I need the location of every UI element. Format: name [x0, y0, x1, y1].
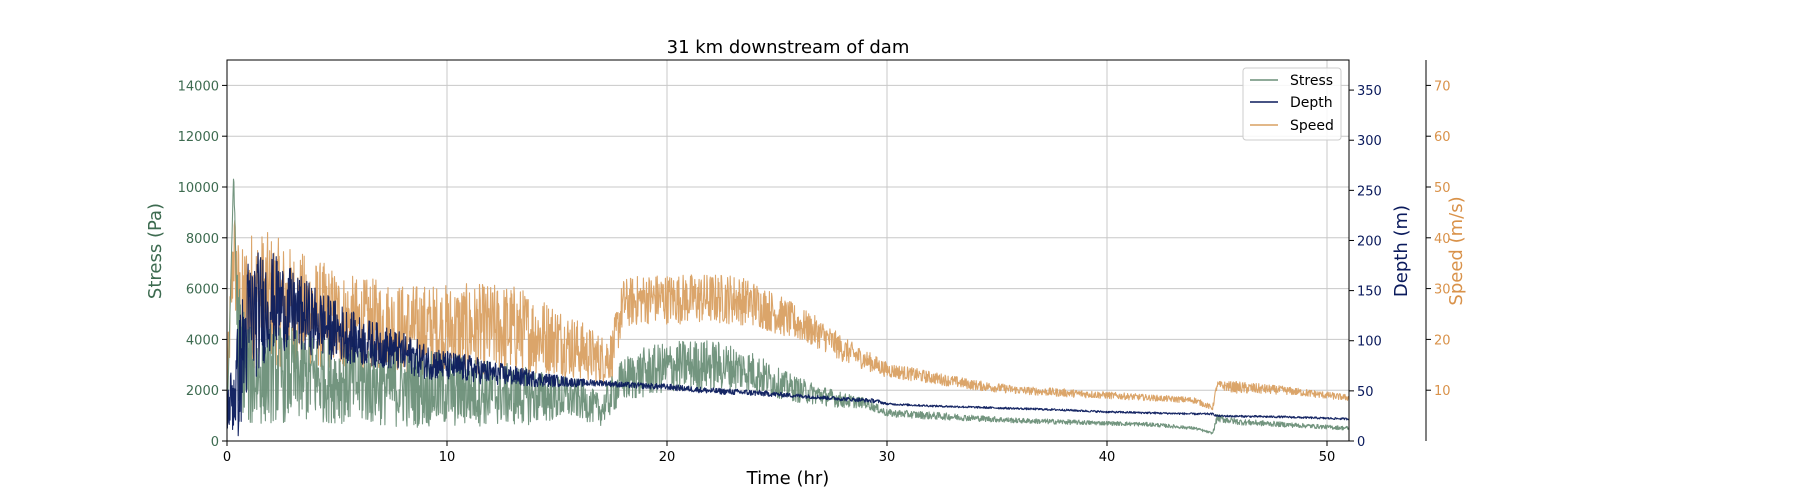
- depth-tick-label: 350: [1357, 84, 1382, 99]
- series-line-speed: [227, 220, 1349, 411]
- speed-tick-label: 70: [1434, 79, 1451, 94]
- legend-label-stress: Stress: [1290, 73, 1333, 89]
- stress-tick-label: 6000: [186, 283, 219, 298]
- stress-tick-label: 0: [211, 435, 219, 450]
- speed-tick-label: 40: [1434, 232, 1451, 247]
- depth-tick-label: 200: [1357, 234, 1382, 249]
- speed-tick-label: 10: [1434, 384, 1451, 399]
- x-tick-label: 30: [879, 450, 896, 465]
- stress-tick-label: 14000: [178, 79, 219, 94]
- depth-tick-label: 250: [1357, 184, 1382, 199]
- y-axis-label-depth: Depth (m): [1391, 205, 1412, 297]
- legend-label-speed: Speed: [1290, 118, 1334, 134]
- x-tick-label: 50: [1319, 450, 1336, 465]
- stress-tick-label: 2000: [186, 384, 219, 399]
- y-axis-stress: 0 2000 4000 6000 8000 10000 12000 14000: [178, 79, 227, 450]
- x-tick-label: 10: [439, 450, 456, 465]
- legend-box: [1242, 67, 1342, 141]
- chart-title: 31 km downstream of dam: [667, 37, 910, 58]
- stress-tick-label: 4000: [186, 333, 219, 348]
- y-axis-label-stress: Stress (Pa): [145, 203, 166, 299]
- y-axis-label-speed: Speed (m/s): [1446, 196, 1467, 305]
- speed-tick-label: 30: [1434, 283, 1451, 298]
- depth-tick-label: 100: [1357, 335, 1382, 350]
- plot-frame: [226, 59, 1350, 442]
- legend: Stress Depth Speed: [1242, 67, 1342, 141]
- plot-series-group: [227, 178, 1349, 437]
- series-line-depth: [227, 252, 1349, 437]
- stress-tick-label: 10000: [178, 181, 219, 196]
- legend-label-depth: Depth: [1290, 95, 1333, 111]
- speed-tick-label: 20: [1434, 333, 1451, 348]
- depth-tick-label: 0: [1357, 435, 1365, 450]
- x-tick-label: 20: [659, 450, 676, 465]
- y-axis-speed: 10 20 30 40 50 60 70: [1425, 60, 1451, 441]
- speed-tick-label: 60: [1434, 130, 1451, 145]
- depth-tick-label: 150: [1357, 285, 1382, 300]
- stress-tick-label: 8000: [186, 232, 219, 247]
- x-axis: 0 10 20 30 40 50: [223, 441, 1335, 465]
- y-axis-depth: 0 50 100 150 200 250 300 350: [1349, 84, 1382, 450]
- speed-tick-label: 50: [1434, 181, 1451, 196]
- x-tick-label: 0: [223, 450, 231, 465]
- depth-tick-label: 300: [1357, 134, 1382, 149]
- x-axis-label: Time (hr): [746, 468, 830, 489]
- stress-tick-label: 12000: [178, 130, 219, 145]
- x-tick-label: 40: [1099, 450, 1116, 465]
- depth-tick-label: 50: [1357, 385, 1374, 400]
